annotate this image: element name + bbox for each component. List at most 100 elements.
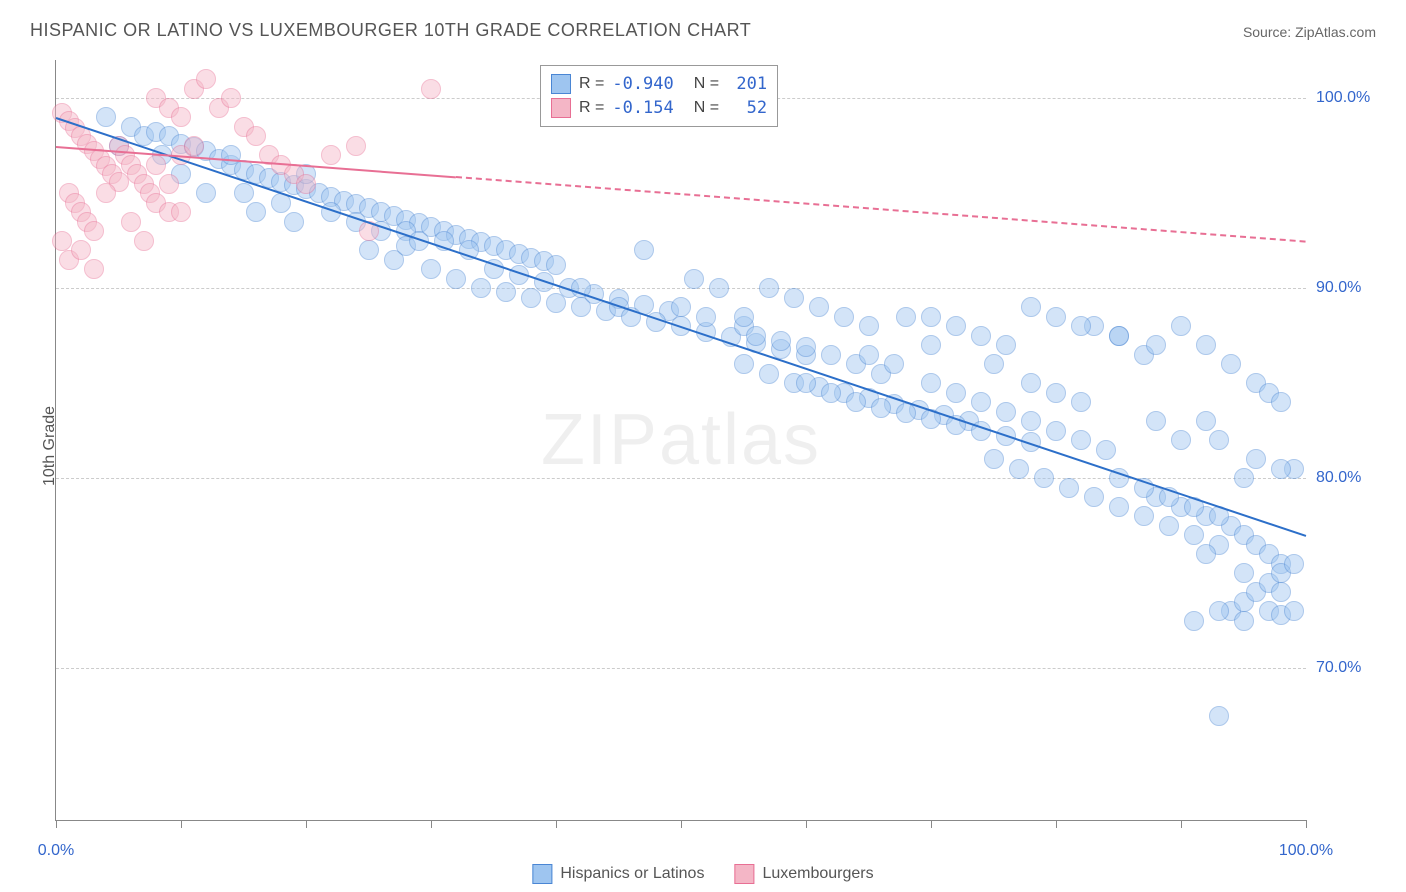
- scatter-point-hispanics: [821, 345, 841, 365]
- x-tick-label: 0.0%: [38, 842, 74, 860]
- scatter-point-hispanics: [684, 269, 704, 289]
- scatter-point-hispanics: [809, 297, 829, 317]
- legend-label: Hispanics or Latinos: [560, 865, 704, 883]
- scatter-point-luxembourgers: [84, 221, 104, 241]
- scatter-point-hispanics: [359, 240, 379, 260]
- scatter-point-luxembourgers: [184, 136, 204, 156]
- scatter-point-hispanics: [859, 316, 879, 336]
- scatter-point-hispanics: [821, 383, 841, 403]
- watermark: ZIPatlas: [541, 399, 821, 481]
- scatter-point-hispanics: [971, 326, 991, 346]
- scatter-point-hispanics: [1171, 430, 1191, 450]
- scatter-point-luxembourgers: [421, 79, 441, 99]
- scatter-point-hispanics: [896, 307, 916, 327]
- scatter-point-hispanics: [546, 255, 566, 275]
- stat-n-value: 201: [727, 72, 767, 96]
- scatter-point-hispanics: [1134, 506, 1154, 526]
- source-prefix: Source:: [1243, 24, 1295, 40]
- scatter-point-hispanics: [996, 335, 1016, 355]
- scatter-point-hispanics: [471, 278, 491, 298]
- x-tick-mark: [1056, 820, 1057, 828]
- scatter-point-hispanics: [834, 307, 854, 327]
- scatter-point-hispanics: [421, 259, 441, 279]
- scatter-point-hispanics: [971, 392, 991, 412]
- scatter-point-hispanics: [996, 402, 1016, 422]
- watermark-thin: atlas: [659, 400, 821, 480]
- scatter-point-hispanics: [1071, 430, 1091, 450]
- plot-area: ZIPatlas 70.0%80.0%90.0%100.0%0.0%100.0%: [55, 60, 1306, 821]
- scatter-point-hispanics: [1046, 383, 1066, 403]
- x-tick-label: 100.0%: [1279, 842, 1333, 860]
- scatter-point-hispanics: [1284, 601, 1304, 621]
- scatter-point-luxembourgers: [221, 88, 241, 108]
- regression-line: [456, 176, 1306, 243]
- scatter-point-hispanics: [1184, 525, 1204, 545]
- scatter-point-hispanics: [234, 183, 254, 203]
- scatter-point-hispanics: [1209, 430, 1229, 450]
- stat-r-value: -0.154: [612, 96, 673, 120]
- stat-r-label: R =: [579, 96, 604, 120]
- scatter-point-hispanics: [1209, 601, 1229, 621]
- scatter-point-hispanics: [1171, 316, 1191, 336]
- scatter-point-hispanics: [1234, 468, 1254, 488]
- scatter-point-hispanics: [1146, 335, 1166, 355]
- stats-box: R =-0.940N =201R =-0.154N =52: [540, 65, 778, 127]
- x-tick-mark: [1306, 820, 1307, 828]
- scatter-point-hispanics: [246, 202, 266, 222]
- legend-swatch: [734, 864, 754, 884]
- scatter-point-hispanics: [1271, 582, 1291, 602]
- scatter-point-hispanics: [946, 316, 966, 336]
- scatter-point-hispanics: [96, 107, 116, 127]
- scatter-point-luxembourgers: [52, 231, 72, 251]
- scatter-point-hispanics: [1284, 554, 1304, 574]
- scatter-point-hispanics: [884, 354, 904, 374]
- scatter-point-luxembourgers: [84, 259, 104, 279]
- scatter-point-hispanics: [1021, 411, 1041, 431]
- scatter-point-luxembourgers: [146, 155, 166, 175]
- scatter-point-hispanics: [1196, 411, 1216, 431]
- gridline-horizontal: [56, 668, 1306, 669]
- scatter-point-hispanics: [1046, 307, 1066, 327]
- scatter-point-hispanics: [1196, 544, 1216, 564]
- scatter-point-hispanics: [746, 326, 766, 346]
- scatter-point-luxembourgers: [171, 202, 191, 222]
- source-label: Source: ZipAtlas.com: [1243, 24, 1376, 40]
- x-tick-mark: [931, 820, 932, 828]
- legend-item: Hispanics or Latinos: [532, 864, 704, 884]
- scatter-point-hispanics: [921, 307, 941, 327]
- scatter-point-luxembourgers: [134, 231, 154, 251]
- stats-swatch: [551, 74, 571, 94]
- scatter-point-hispanics: [1034, 468, 1054, 488]
- stat-r-value: -0.940: [612, 72, 673, 96]
- scatter-point-hispanics: [771, 331, 791, 351]
- y-tick-label: 90.0%: [1316, 279, 1376, 297]
- stats-swatch: [551, 98, 571, 118]
- scatter-point-hispanics: [1109, 326, 1129, 346]
- scatter-point-hispanics: [1234, 611, 1254, 631]
- scatter-point-hispanics: [709, 278, 729, 298]
- scatter-point-hispanics: [946, 383, 966, 403]
- scatter-point-luxembourgers: [246, 126, 266, 146]
- y-tick-label: 70.0%: [1316, 659, 1376, 677]
- scatter-point-hispanics: [1096, 440, 1116, 460]
- legend-item: Luxembourgers: [734, 864, 873, 884]
- x-tick-mark: [56, 820, 57, 828]
- scatter-point-hispanics: [446, 269, 466, 289]
- scatter-point-hispanics: [734, 307, 754, 327]
- scatter-point-hispanics: [1271, 392, 1291, 412]
- scatter-point-hispanics: [671, 297, 691, 317]
- legend: Hispanics or Latinos Luxembourgers: [532, 864, 873, 884]
- legend-swatch: [532, 864, 552, 884]
- scatter-point-hispanics: [196, 183, 216, 203]
- watermark-bold: ZIP: [541, 400, 659, 480]
- y-tick-label: 80.0%: [1316, 469, 1376, 487]
- scatter-point-hispanics: [1184, 611, 1204, 631]
- scatter-point-hispanics: [859, 345, 879, 365]
- scatter-point-hispanics: [284, 212, 304, 232]
- scatter-point-hispanics: [1071, 316, 1091, 336]
- stats-row-hispanics: R =-0.940N =201: [551, 72, 767, 96]
- source-name: ZipAtlas.com: [1295, 24, 1376, 40]
- scatter-point-hispanics: [1009, 459, 1029, 479]
- scatter-point-hispanics: [784, 288, 804, 308]
- x-tick-mark: [181, 820, 182, 828]
